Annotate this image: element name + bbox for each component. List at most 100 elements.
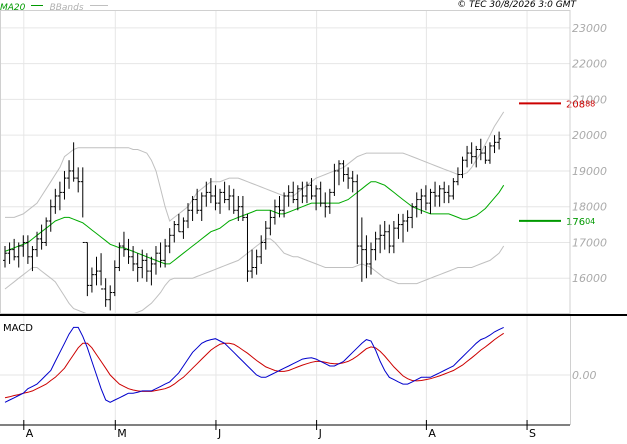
ohlc-bar (323, 192, 328, 218)
price-axis-tick-label: 17000 (572, 236, 607, 249)
ohlc-bar (30, 246, 35, 272)
price-axis-tick-label: 18000 (572, 201, 607, 214)
ohlc-bar (236, 195, 241, 222)
ohlc-bar (21, 235, 26, 257)
ohlc-bar (153, 246, 158, 275)
ohlc-bar (355, 174, 360, 264)
month-label: J (318, 427, 322, 440)
price-axis-tick-label: 16000 (572, 272, 607, 285)
ohlc-bar (3, 246, 7, 268)
ohlc-bar (460, 156, 465, 179)
ohlc-bar (108, 285, 113, 311)
ohlc-bar (12, 238, 17, 261)
ohlc-bar (16, 242, 21, 268)
ohlc-bar (67, 160, 72, 189)
ohlc-bar (428, 188, 433, 214)
ohlc-bar (186, 203, 190, 229)
month-label: A (26, 427, 34, 440)
ohlc-bar (272, 199, 277, 225)
ohlc-bar (240, 195, 245, 222)
bbands-upper-line (5, 111, 505, 222)
ohlc-bar (176, 213, 181, 233)
ohlc-bar (222, 181, 227, 204)
legend-ma20-swatch (31, 5, 44, 6)
ohlc-bar (7, 242, 12, 264)
ohlc-bar (53, 188, 58, 214)
ohlc-bar (126, 238, 131, 264)
ohlc-bar (291, 181, 296, 204)
ohlc-bar (295, 185, 300, 211)
ohlc-bar (304, 181, 309, 204)
ohlc-bar (455, 167, 460, 186)
ohlc-bar (117, 242, 122, 272)
ohlc-bar (140, 249, 145, 279)
ohlc-bar (314, 185, 319, 211)
ohlc-bar (172, 221, 177, 243)
ohlc-bars (3, 131, 502, 311)
ohlc-bar (204, 181, 209, 207)
ohlc-bar (369, 242, 373, 275)
price-axis-tick-label: 20000 (572, 129, 607, 142)
ohlc-bar (373, 231, 378, 261)
ohlc-bar (474, 145, 479, 168)
legend-bbands-label: BBands (49, 3, 84, 13)
macd-title: MACD (3, 323, 33, 334)
ohlc-bar (364, 235, 369, 279)
ohlc-bar (341, 160, 346, 182)
ohlc-bar (410, 203, 415, 229)
ohlc-bar (282, 192, 287, 218)
resistance-level-label-decimals: 88 (585, 99, 595, 108)
ohlc-bar (318, 181, 323, 207)
ohlc-bar (487, 142, 492, 164)
legend-ma20-label: MA20 (0, 3, 26, 13)
ohlc-bar (378, 224, 383, 254)
ohlc-bar (167, 228, 172, 254)
ohlc-bar (94, 256, 99, 286)
ohlc-bar (85, 241, 90, 297)
ohlc-bar (48, 199, 53, 232)
ohlc-bar (446, 185, 451, 204)
legend-bbands-swatch (89, 5, 108, 6)
ohlc-bar (391, 221, 396, 254)
ohlc-bar (359, 217, 364, 282)
ohlc-bar (332, 163, 337, 196)
ohlc-bar (277, 195, 282, 218)
ohlc-bar (497, 131, 502, 150)
legend: MA20 BBands (0, 0, 108, 13)
ohlc-bar (57, 181, 62, 211)
ohlc-bar (423, 185, 428, 211)
ohlc-bar (158, 242, 163, 268)
ohlc-bar (414, 192, 419, 218)
ohlc-bar (451, 178, 456, 200)
ohlc-bar (396, 213, 401, 239)
support-level-label: 17604 (566, 217, 595, 228)
ohlc-bar (309, 178, 314, 200)
ohlc-bar (112, 260, 117, 297)
ohlc-bar (346, 167, 351, 189)
ohlc-bar (44, 217, 49, 247)
ohlc-bar (163, 238, 168, 268)
ohlc-bar (231, 188, 236, 214)
ohlc-bar (199, 192, 204, 222)
ohlc-bar (419, 188, 424, 214)
ohlc-bar (208, 178, 213, 204)
ohlc-bar (213, 185, 218, 211)
ohlc-bar (35, 231, 40, 257)
ohlc-bar (135, 253, 140, 282)
ohlc-bar (401, 213, 406, 243)
ohlc-bar (382, 221, 387, 250)
ohlc-bar (131, 246, 136, 272)
ohlc-bar (327, 188, 332, 214)
ohlc-bar (99, 253, 104, 290)
ohlc-bar (350, 170, 355, 193)
month-label: M (117, 427, 127, 440)
ohlc-bar (259, 235, 264, 264)
copyright-text: © TEC 30/8/2026 3:0 GMT (457, 0, 576, 10)
ohlc-bar (433, 181, 438, 207)
ohlc-bar (195, 188, 200, 214)
price-axis-tick-label: 23000 (572, 22, 607, 35)
ohlc-bar (336, 160, 341, 186)
ohlc-bar (492, 135, 497, 154)
ohlc-bar (80, 167, 85, 243)
